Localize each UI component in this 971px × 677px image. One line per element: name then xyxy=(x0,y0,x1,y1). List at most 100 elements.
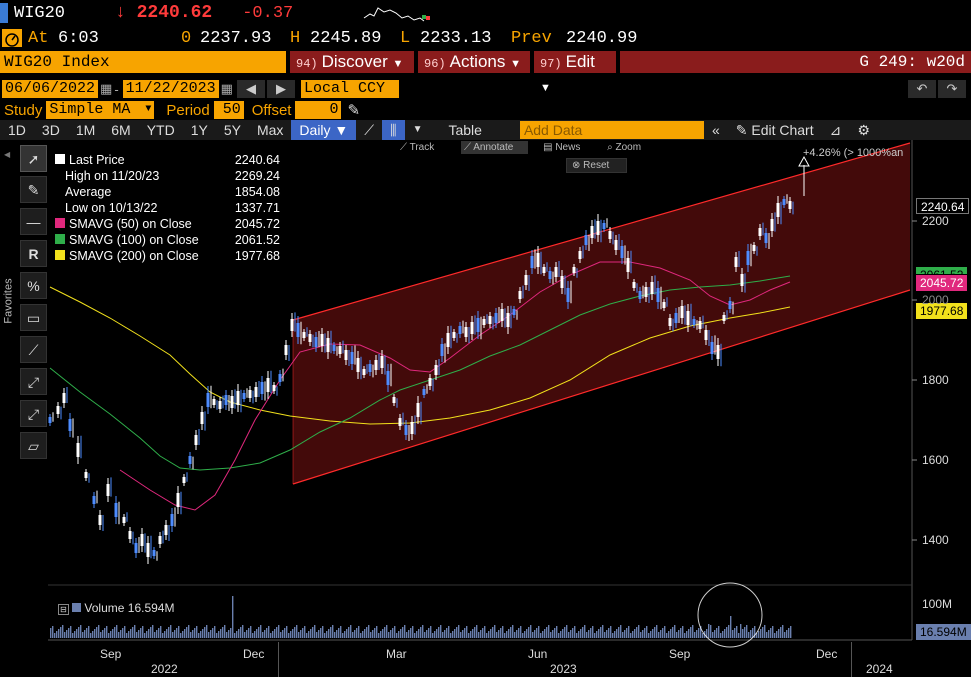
volume-bar xyxy=(354,630,356,638)
favorites-tab[interactable]: Favorites xyxy=(2,278,15,324)
volume-highlight-circle[interactable] xyxy=(697,582,763,648)
chart-type-dropdown-icon[interactable]: ▼ xyxy=(412,124,423,135)
volume-bar xyxy=(168,627,170,638)
cursor-icon[interactable]: ➚ xyxy=(20,145,47,172)
zoom-button[interactable]: ⌕ Zoom xyxy=(607,142,642,153)
calendar-icon[interactable]: ▦ xyxy=(100,81,113,96)
annotate-button[interactable]: ⟋ Annotate xyxy=(461,141,529,154)
legend-row[interactable]: High on 11/20/23 2269.24 xyxy=(55,168,280,184)
pen-icon[interactable]: ✎ xyxy=(20,176,47,203)
price-candle xyxy=(170,514,174,526)
price-candle xyxy=(386,371,390,385)
volume-bar xyxy=(240,627,242,638)
add-data-input[interactable]: Add Data xyxy=(519,121,704,139)
volume-bar xyxy=(426,630,428,638)
volume-bar xyxy=(182,631,184,638)
bar-chart-icon[interactable]: ⫼ xyxy=(382,120,405,140)
percent-icon[interactable]: % xyxy=(20,272,47,299)
timeframe-max[interactable]: Max xyxy=(256,122,284,138)
volume-bar xyxy=(460,632,462,638)
price-candle xyxy=(596,221,600,235)
edit-menu[interactable]: 97) Edit ▼ xyxy=(534,51,616,94)
pencil-icon[interactable]: ✎ xyxy=(347,102,361,119)
volume-bar xyxy=(650,631,652,638)
collapse-icon[interactable]: ⊟ xyxy=(58,604,69,615)
prev-period-button[interactable]: ◀ xyxy=(236,80,265,98)
actions-menu[interactable]: 96) Actions ▼ xyxy=(418,51,530,73)
price-candle xyxy=(452,332,456,338)
timeframe-1y[interactable]: 1Y xyxy=(190,122,208,138)
volume-bar xyxy=(434,631,436,638)
legend-row[interactable]: SMAVG (50) on Close 2045.72 xyxy=(55,216,280,232)
volume-bar xyxy=(92,631,94,638)
sma100-line[interactable] xyxy=(49,275,791,471)
gear-icon[interactable]: ⚙ xyxy=(857,122,870,138)
legend-row[interactable]: Last Price 2240.64 xyxy=(55,152,280,168)
sma200-line[interactable] xyxy=(49,286,791,425)
volume-bar xyxy=(488,631,490,638)
ticker-symbol[interactable]: WIG20 xyxy=(14,3,66,23)
timeframe-1m[interactable]: 1M xyxy=(75,122,96,138)
volume-bar xyxy=(206,625,208,638)
calendar-icon[interactable]: ▦ xyxy=(220,81,233,96)
news-button[interactable]: ▤ News xyxy=(543,142,581,153)
volume-bar xyxy=(248,628,250,638)
offset-input[interactable]: 0 xyxy=(295,101,342,119)
period-input[interactable]: 50 xyxy=(213,101,244,119)
legend-row[interactable]: SMAVG (200) on Close 1977.68 xyxy=(55,248,280,264)
sma50-line[interactable] xyxy=(119,261,791,511)
collapse-icon[interactable]: « xyxy=(711,122,720,138)
volume-bar xyxy=(454,629,456,638)
track-button[interactable]: ⟋ Track xyxy=(400,142,435,153)
next-period-button[interactable]: ▶ xyxy=(266,80,295,98)
timeframe-5y[interactable]: 5Y xyxy=(223,122,241,138)
currency-select[interactable]: Local CCY ▼ xyxy=(300,80,399,114)
redo-icon[interactable]: ↷ xyxy=(938,80,966,98)
timeframe-1d[interactable]: 1D xyxy=(8,122,26,138)
volume-bar xyxy=(192,630,194,638)
study-select[interactable]: Simple MA ▼ xyxy=(46,101,155,119)
multi-point-line-icon[interactable]: ⤢ xyxy=(20,368,47,395)
end-date-field[interactable]: 11/22/2023 xyxy=(122,80,219,98)
volume-bar xyxy=(496,632,498,638)
frequency-select[interactable]: Daily ▼ xyxy=(291,120,357,140)
reset-button[interactable]: ⊗ Reset xyxy=(566,158,628,173)
price-candle xyxy=(410,422,414,434)
price-chart[interactable]: +4.26% (> 1000%an xyxy=(0,140,971,677)
trendline-icon[interactable]: ⟋ xyxy=(20,336,47,363)
horizontal-line-icon[interactable]: — xyxy=(20,208,47,235)
line-chart-icon[interactable]: ⟋ xyxy=(364,122,375,138)
price-candle xyxy=(674,313,678,323)
volume-bar xyxy=(260,625,262,638)
date-range-row: 06/06/2022 ▦ - 11/22/2023 ▦ ◀ ▶ Local CC… xyxy=(0,79,971,114)
price-candle xyxy=(314,337,318,347)
discover-menu[interactable]: 94) Discover ▼ xyxy=(290,51,414,73)
legend-row[interactable]: Low on 10/13/22 1337.71 xyxy=(55,200,280,216)
legend-row[interactable]: SMAVG (100) on Close 2061.52 xyxy=(55,232,280,248)
volume-bar xyxy=(162,633,164,638)
channel-lower-line[interactable] xyxy=(292,289,911,485)
volume-bar xyxy=(302,628,304,638)
volume-bar xyxy=(262,632,264,638)
rectangle-icon[interactable]: ▭ xyxy=(20,304,47,331)
price-candle xyxy=(106,484,110,496)
volume-bar xyxy=(528,627,530,638)
start-date-field[interactable]: 06/06/2022 xyxy=(2,80,99,98)
undo-icon[interactable]: ↶ xyxy=(908,80,936,98)
collapse-left-icon[interactable]: ◀ xyxy=(4,150,11,159)
drawing-toolbar: ➚ ✎ — R % ▭ ⟋ ⤢ ⤢ ▱ Favorites ◀ xyxy=(0,140,50,460)
timeframe-6m[interactable]: 6M xyxy=(111,122,131,138)
table-button[interactable]: Table xyxy=(448,122,482,138)
segment-line-icon[interactable]: ⤢ xyxy=(20,400,47,427)
draw-icon[interactable]: ⊿ xyxy=(829,122,842,138)
timeframe-ytd[interactable]: YTD xyxy=(146,122,175,138)
edit-chart-button[interactable]: ✎ Edit Chart xyxy=(735,122,814,138)
timeframe-3d[interactable]: 3D xyxy=(41,122,60,138)
legend-row[interactable]: Average 1854.08 xyxy=(55,184,280,200)
projection-annotation[interactable]: +4.26% (> 1000%an xyxy=(803,147,903,159)
volume-bar xyxy=(84,630,86,638)
security-field[interactable]: WIG20 Index xyxy=(0,51,286,73)
channel-icon[interactable]: ▱ xyxy=(20,432,47,459)
volume-bar xyxy=(568,632,570,638)
regression-icon[interactable]: R xyxy=(20,240,47,267)
